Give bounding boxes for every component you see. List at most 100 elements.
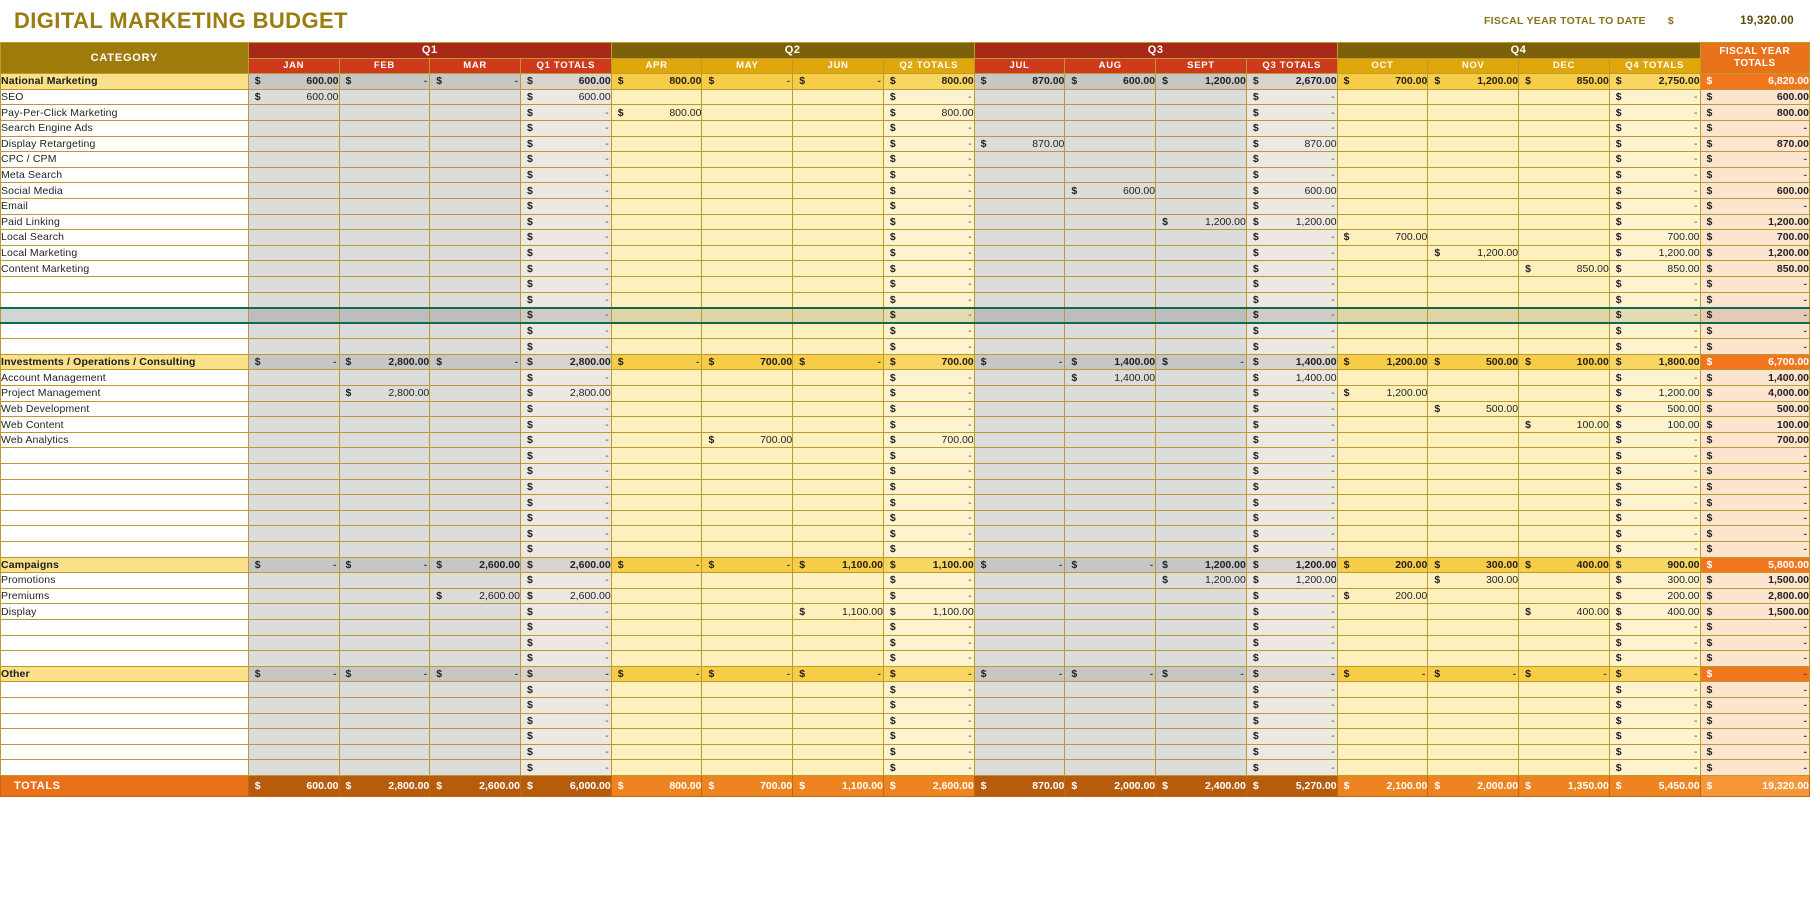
cell-mar[interactable] [429,509,521,527]
cell-fiscal-year-totals[interactable]: $ - [1699,306,1810,325]
cell-q3-totals[interactable]: $ - [1245,416,1338,433]
cell-nov[interactable] [1427,712,1520,730]
cell-fiscal-year-totals[interactable]: $ - [1699,291,1810,309]
cell-jun[interactable] [792,166,884,184]
cell-mar[interactable] [429,400,521,418]
cell-apr[interactable] [610,447,703,465]
cell-fiscal-year-totals[interactable]: $ - [1699,712,1810,730]
cell-q3-totals[interactable]: $ - [1245,759,1338,776]
cell-mar[interactable] [429,369,521,387]
cell-fiscal-year-totals[interactable]: $700.00 [1699,229,1810,246]
totals-cell-jul[interactable]: $870.00 [973,774,1066,797]
cell-mar[interactable] [429,229,521,246]
cell-q2-totals[interactable]: $ - [882,306,975,325]
cell-mar[interactable]: $ - [429,73,521,90]
cell-nov[interactable] [1427,603,1520,620]
cell-may[interactable] [701,509,794,527]
cell-sept[interactable] [1155,447,1247,465]
cell-q3-totals[interactable]: $ - [1245,244,1338,262]
cell-sept[interactable] [1155,650,1247,667]
cell-feb[interactable] [338,119,431,137]
cell-q1-totals[interactable]: $600.00 [519,73,612,90]
totals-cell-dec[interactable]: $1,350.00 [1518,774,1610,797]
row-label[interactable]: Web Analytics [0,431,249,449]
cell-nov[interactable] [1427,696,1520,714]
cell-aug[interactable]: $600.00 [1064,182,1157,199]
cell-fiscal-year-totals[interactable]: $ - [1699,509,1810,527]
row-label[interactable] [0,463,249,480]
cell-q2-totals[interactable]: $ - [882,618,975,636]
cell-feb[interactable] [338,447,431,465]
cell-fiscal-year-totals[interactable]: $100.00 [1699,416,1810,433]
cell-jun[interactable] [792,119,884,137]
cell-jun[interactable] [792,400,884,418]
cell-nov[interactable] [1427,728,1520,745]
cell-jan[interactable] [247,275,340,293]
cell-q2-totals[interactable]: $ - [882,447,975,465]
row-label[interactable]: Account Management [0,369,249,387]
cell-jun[interactable] [792,696,884,714]
cell-q3-totals[interactable]: $1,200.00 [1245,213,1338,231]
cell-fiscal-year-totals[interactable]: $ - [1699,447,1810,465]
cell-may[interactable] [701,634,794,652]
cell-fiscal-year-totals[interactable]: $870.00 [1699,135,1810,153]
cell-fiscal-year-totals[interactable]: $ - [1699,541,1810,558]
cell-aug[interactable] [1064,478,1157,496]
cell-jan[interactable] [247,494,340,511]
cell-q2-totals[interactable]: $ - [882,463,975,480]
cell-nov[interactable] [1427,197,1520,215]
cell-may[interactable] [701,104,794,121]
cell-mar[interactable] [429,525,521,542]
cell-dec[interactable] [1518,447,1610,465]
cell-fiscal-year-totals[interactable]: $ - [1699,728,1810,745]
cell-q3-totals[interactable]: $ - [1245,88,1338,106]
cell-jul[interactable] [973,260,1066,277]
cell-mar[interactable] [429,447,521,465]
cell-aug[interactable] [1064,385,1157,402]
cell-mar[interactable] [429,306,521,325]
cell-nov[interactable] [1427,463,1520,480]
cell-nov[interactable]: $500.00 [1427,400,1520,418]
cell-q3-totals[interactable]: $600.00 [1245,182,1338,199]
cell-sept[interactable]: $1,200.00 [1155,556,1247,574]
cell-oct[interactable] [1336,135,1429,153]
cell-jul[interactable] [973,759,1066,776]
cell-sept[interactable] [1155,229,1247,246]
cell-sept[interactable] [1155,509,1247,527]
cell-jan[interactable] [247,478,340,496]
cell-q4-totals[interactable]: $ - [1608,681,1701,698]
cell-apr[interactable] [610,291,703,309]
cell-dec[interactable] [1518,696,1610,714]
cell-may[interactable] [701,712,794,730]
cell-oct[interactable] [1336,572,1429,589]
cell-q2-totals[interactable]: $ - [882,338,975,355]
cell-oct[interactable] [1336,182,1429,199]
cell-apr[interactable]: $800.00 [610,104,703,121]
cell-q1-totals[interactable]: $ - [519,275,612,293]
cell-nov[interactable] [1427,416,1520,433]
cell-aug[interactable] [1064,166,1157,184]
cell-q2-totals[interactable]: $ - [882,572,975,589]
cell-oct[interactable] [1336,416,1429,433]
row-label[interactable]: Web Content [0,416,249,433]
cell-feb[interactable] [338,244,431,262]
cell-dec[interactable] [1518,244,1610,262]
cell-apr[interactable] [610,416,703,433]
cell-fiscal-year-totals[interactable]: $6,700.00 [1699,353,1810,371]
cell-feb[interactable] [338,135,431,153]
cell-sept[interactable] [1155,478,1247,496]
cell-jun[interactable] [792,291,884,309]
cell-feb[interactable] [338,681,431,698]
cell-fiscal-year-totals[interactable]: $ - [1699,525,1810,542]
cell-may[interactable] [701,650,794,667]
cell-apr[interactable] [610,306,703,325]
row-label[interactable] [0,291,249,309]
cell-q4-totals[interactable]: $ - [1608,525,1701,542]
cell-may[interactable] [701,494,794,511]
cell-aug[interactable] [1064,572,1157,589]
cell-fiscal-year-totals[interactable]: $ - [1699,696,1810,714]
cell-sept[interactable] [1155,182,1247,199]
cell-feb[interactable] [338,213,431,231]
cell-jan[interactable] [247,728,340,745]
cell-jul[interactable] [973,463,1066,480]
